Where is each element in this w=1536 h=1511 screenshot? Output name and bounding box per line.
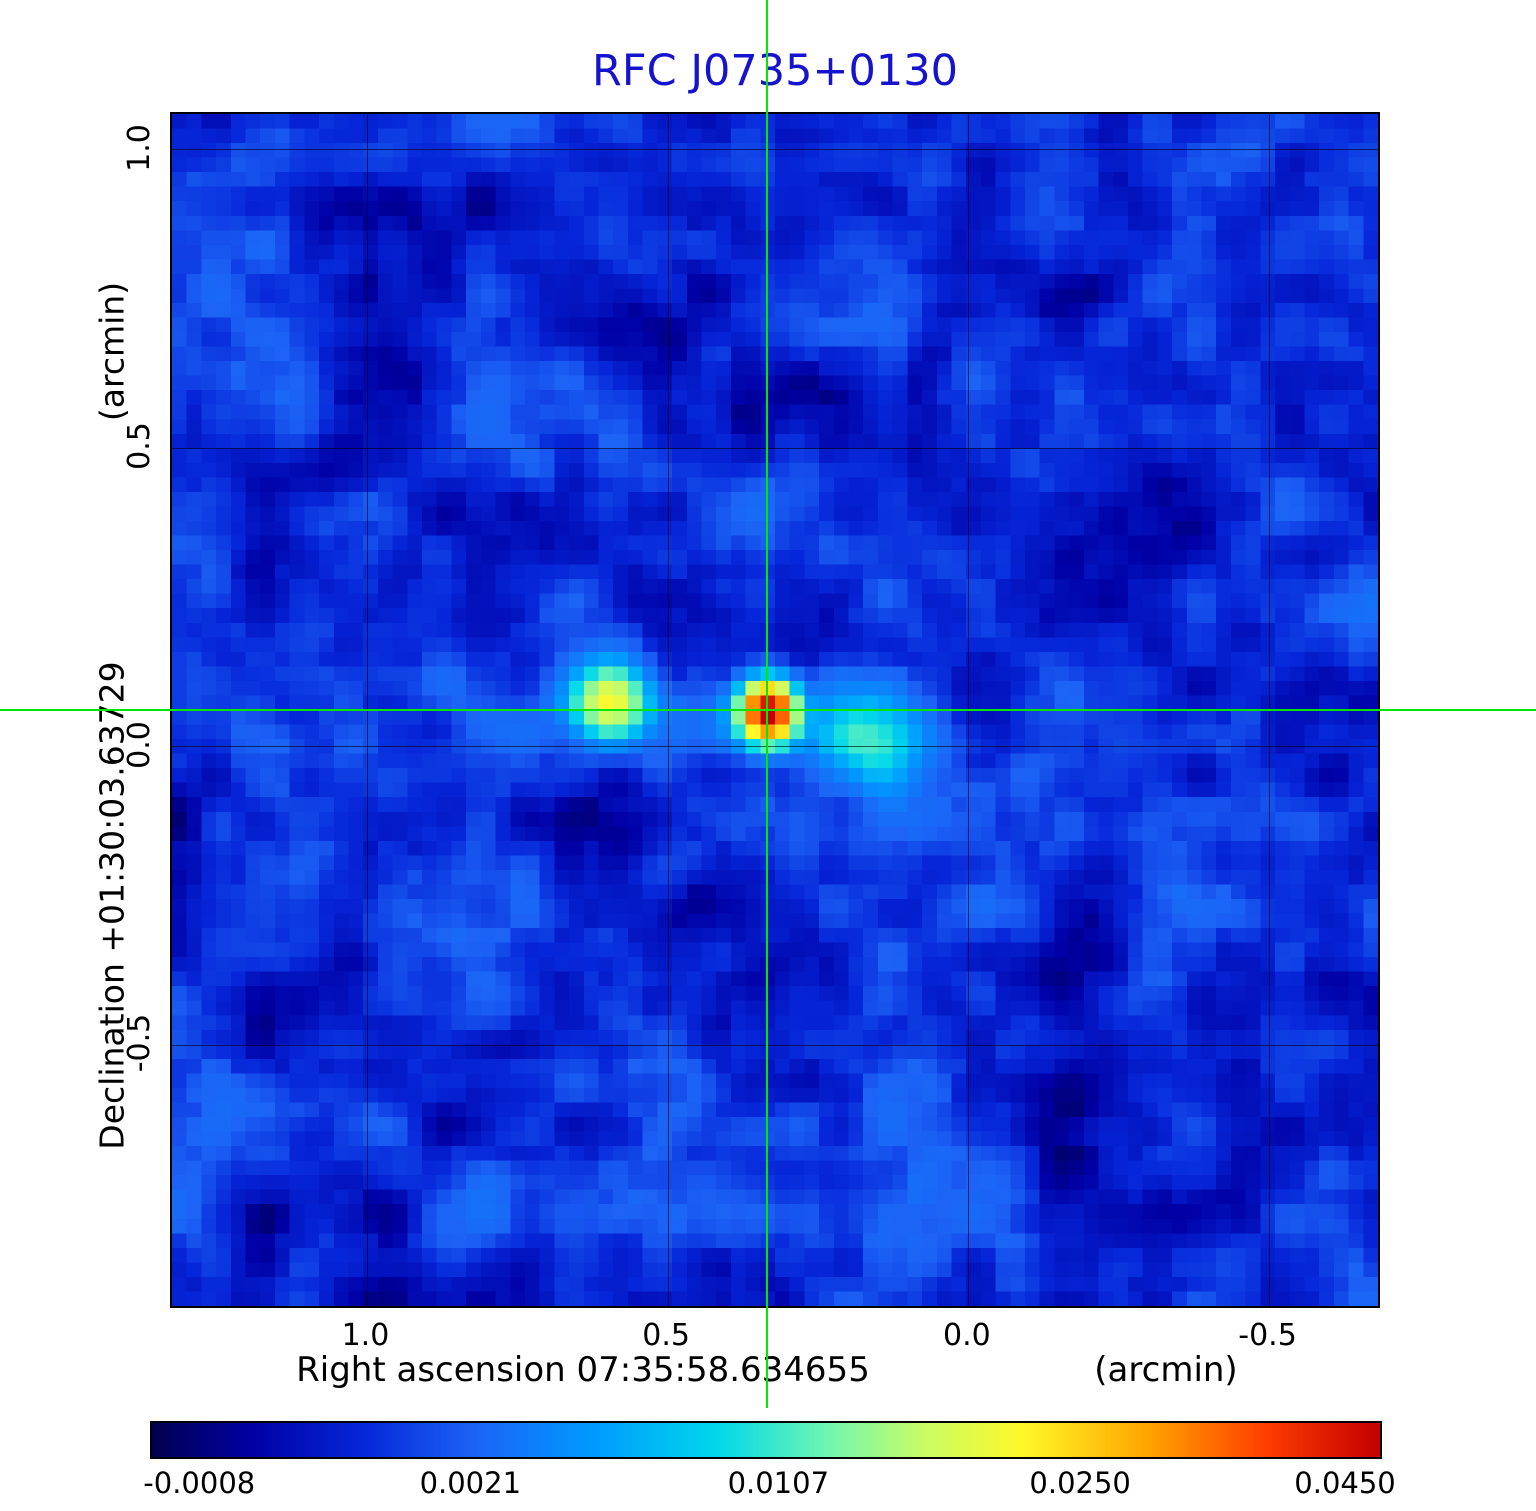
grid-line-horizontal — [172, 746, 1378, 748]
crosshair-horizontal-line — [0, 709, 1536, 711]
colorbar — [150, 1421, 1382, 1459]
x-tick-label: 0.0 — [942, 1318, 991, 1353]
x-axis-label: Right ascension 07:35:58.634655 — [296, 1350, 870, 1390]
x-tick-label: 0.5 — [642, 1318, 690, 1353]
y-tick-label: 1.0 — [122, 123, 157, 172]
y-axis-label: Declination +01:30:03.63729 — [92, 661, 132, 1150]
page-title: RFC J0735+0130 — [592, 46, 958, 96]
y-tick-label: 0.5 — [122, 422, 157, 471]
y-tick-label: -0.5 — [122, 1013, 157, 1073]
grid-line-horizontal — [172, 149, 1378, 151]
grid-line-horizontal — [172, 447, 1378, 449]
y-tick-label: 0.0 — [122, 720, 157, 769]
x-tick-label: 1.0 — [341, 1318, 390, 1353]
colorbar-tick-label: -0.0008 — [143, 1466, 256, 1500]
x-tick-label: -0.5 — [1238, 1318, 1297, 1353]
colorbar-tick-label: 0.0450 — [1294, 1466, 1396, 1500]
grid-line-horizontal — [172, 1044, 1378, 1046]
x-axis-unit: (arcmin) — [1094, 1350, 1238, 1390]
colorbar-tick-label: 0.0021 — [419, 1466, 522, 1500]
crosshair-vertical-line — [765, 0, 768, 1408]
colorbar-tick-label: 0.0250 — [1029, 1466, 1131, 1500]
colorbar-tick-label: 0.0107 — [727, 1466, 830, 1500]
